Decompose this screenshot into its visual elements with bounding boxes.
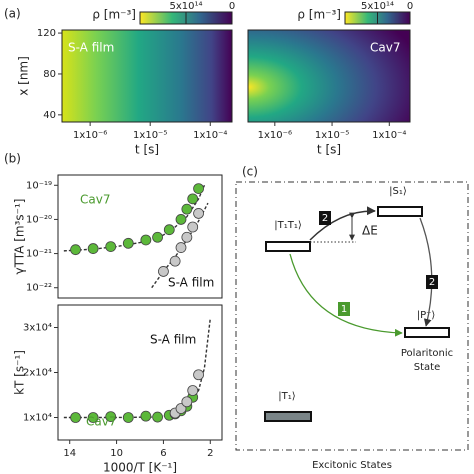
plot-frame <box>57 174 223 299</box>
x-tick-label: 1x10⁻⁵ <box>133 130 167 141</box>
x-tick-label: 1x10⁻⁵ <box>315 130 349 141</box>
level-label: |T₁T₁⟩ <box>274 220 302 231</box>
point <box>193 369 204 381</box>
point <box>181 231 193 243</box>
colorbar-tick-label: 5x10¹⁴ <box>361 1 394 12</box>
point <box>122 412 134 423</box>
level-label: |S₁⟩ <box>389 186 407 197</box>
y-tick-label: 1x10⁴ <box>23 413 52 424</box>
x-tick-label: 2 <box>207 448 213 459</box>
step-label: 2 <box>429 277 435 288</box>
step-box <box>338 302 350 316</box>
state-label: Excitonic States <box>312 460 392 471</box>
colorbar-label: ρ [m⁻³] <box>92 8 136 22</box>
point <box>187 221 199 233</box>
level <box>404 327 450 338</box>
x-tick-label: 14 <box>63 448 76 459</box>
point <box>175 214 187 225</box>
point <box>87 412 99 423</box>
x-tick-label: 1x10⁻⁶ <box>73 130 107 141</box>
y-tick-label: 3x10⁴ <box>23 323 52 334</box>
diagram: (c) |T₁T₁⟩ |S₁⟩ |P⁻⟩ Polaritonic State |… <box>235 165 469 471</box>
y-tick-label: 40 <box>43 110 56 121</box>
level-label: |T₁⟩ <box>278 391 295 402</box>
heatmap <box>247 29 411 123</box>
y-axis-label: γTTA [m³s⁻¹] <box>13 199 27 275</box>
y-tick-label: 10⁻²¹ <box>26 249 52 260</box>
fit-line <box>63 318 211 419</box>
point <box>169 255 181 267</box>
point <box>187 193 199 205</box>
fit-line <box>63 185 206 252</box>
point <box>152 411 163 423</box>
point <box>152 231 163 243</box>
x-tick-label: 1x10⁻⁶ <box>258 130 292 141</box>
annotation: S-A film <box>68 41 114 55</box>
step-label: 2 <box>322 213 328 224</box>
y-tick-label: 10⁻¹⁹ <box>26 180 52 191</box>
colorbar-tick-label: 0 <box>407 1 413 12</box>
heatmap <box>61 29 233 123</box>
series-label: Cav7 <box>80 193 110 207</box>
arrow <box>419 217 433 327</box>
point <box>187 385 199 396</box>
point <box>105 241 117 253</box>
point <box>181 396 193 408</box>
x-tick-label: 1x10⁻⁴ <box>372 130 406 141</box>
state-label: State <box>414 362 440 373</box>
panel-label: (a) <box>4 7 21 21</box>
x-tick-label: 6 <box>160 448 166 459</box>
y-tick-label: 2x10⁴ <box>23 368 52 379</box>
point <box>70 412 81 423</box>
panel-label: (c) <box>242 165 258 179</box>
gap-label: ΔE <box>362 224 378 238</box>
y-axis-label: x [nm] <box>17 56 31 96</box>
point <box>70 244 81 256</box>
point <box>87 243 99 254</box>
point <box>163 224 175 236</box>
point <box>158 266 169 277</box>
point <box>193 183 204 194</box>
frame <box>235 181 469 451</box>
annotation: Cav7 <box>370 41 400 55</box>
point <box>140 410 152 422</box>
step-label: 1 <box>341 304 347 315</box>
point <box>175 403 187 414</box>
state-label: Polaritonic <box>401 348 453 359</box>
series-label: Cav7 <box>86 415 116 429</box>
colorbar-label: ρ [m⁻³] <box>297 8 341 22</box>
point <box>181 203 193 215</box>
level <box>265 241 311 252</box>
y-tick-label: 10⁻²² <box>26 283 52 294</box>
step-box <box>319 211 331 225</box>
y-tick-label: 10⁻²⁰ <box>26 214 52 225</box>
y-axis-label: kT [s⁻¹] <box>13 350 27 395</box>
panel-label: (b) <box>4 152 21 166</box>
charts: S-A film ρ [m⁻³] 5x10¹⁴ 0 1x10⁻⁶ 1x10⁻⁵ 1x10⁻⁴… <box>4 1 413 474</box>
x-axis-label: t [s] <box>135 143 159 157</box>
colorbar-tick-label: 0 <box>229 1 235 12</box>
level <box>377 206 423 217</box>
series-label: S-A film <box>168 276 214 290</box>
series-label: S-A film <box>150 333 196 347</box>
point <box>193 208 204 219</box>
x-tick-label: 10 <box>110 448 123 459</box>
y-tick-label: 120 <box>37 28 56 39</box>
point <box>140 234 152 246</box>
colorbar-tick-label: 5x10¹⁴ <box>169 1 202 12</box>
point <box>105 411 117 423</box>
y-tick-label: 80 <box>43 69 56 80</box>
point <box>122 237 134 249</box>
x-axis-label: t [s] <box>317 143 341 157</box>
x-tick-label: 1x10⁻⁴ <box>193 130 227 141</box>
step-box <box>426 275 438 289</box>
point <box>175 242 187 253</box>
level-label: |P⁻⟩ <box>417 310 436 321</box>
level <box>264 411 312 422</box>
arrow <box>309 206 376 241</box>
x-axis-label: 1000/T [K⁻¹] <box>103 461 177 474</box>
arrow <box>289 253 403 337</box>
